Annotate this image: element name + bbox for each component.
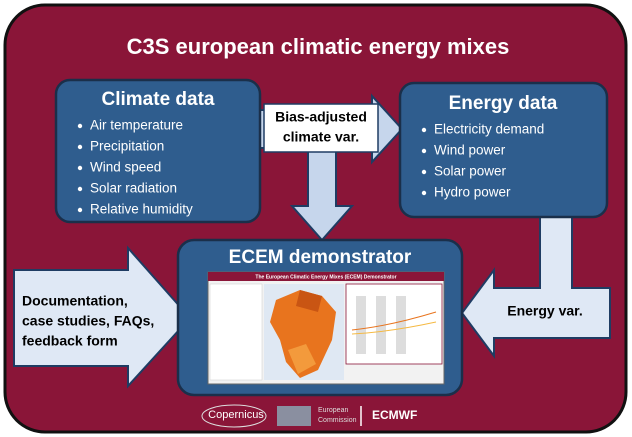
bullet: [78, 166, 82, 170]
arrow-label: case studies, FAQs,: [22, 313, 154, 329]
bullet: [78, 145, 82, 149]
list-item: Wind speed: [90, 160, 161, 175]
title: C3S european climatic energy mixes: [127, 34, 510, 59]
logo-text: ECMWF: [372, 408, 417, 422]
list-item: Relative humidity: [90, 202, 193, 217]
logo-text: Copernicus: [208, 409, 264, 421]
list-item: Hydro power: [434, 185, 511, 200]
list-item: Precipitation: [90, 139, 164, 154]
box-title: ECEM demonstrator: [229, 247, 412, 268]
list-item: Solar power: [434, 164, 507, 179]
list-item: Wind power: [434, 143, 506, 158]
bullet: [422, 128, 426, 132]
bullet: [422, 170, 426, 174]
logo-text: Commission: [318, 417, 357, 424]
list-item: Electricity demand: [434, 122, 544, 137]
screenshot-title: The European Climatic Energy Mixes (ECEM…: [255, 274, 396, 280]
bullet: [78, 124, 82, 128]
screenshot: The European Climatic Energy Mixes (ECEM…: [208, 272, 444, 384]
box-title: Energy data: [449, 93, 558, 114]
arrow-label: Energy var.: [507, 303, 583, 319]
list-item: Air temperature: [90, 118, 183, 133]
arrow-label: climate var.: [283, 129, 359, 145]
diagram: C3S european climatic energy mixes Bias-…: [0, 0, 632, 437]
list-item: Solar radiation: [90, 181, 177, 196]
bullet: [422, 149, 426, 153]
bullet: [78, 187, 82, 191]
arrow-label: Documentation,: [22, 293, 128, 309]
arrow-label: feedback form: [22, 333, 118, 349]
logo-text: European: [318, 407, 348, 414]
bullet: [78, 208, 82, 212]
box-title: Climate data: [102, 89, 215, 110]
arrow-label: Bias-adjusted: [275, 109, 367, 125]
bullet: [422, 191, 426, 195]
